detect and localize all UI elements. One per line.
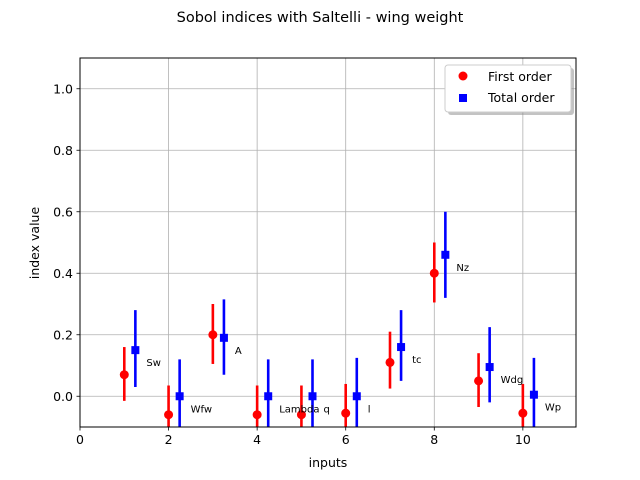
variable-label-A: A: [235, 346, 242, 357]
x-axis-ticks: 0 2 4 6 8 10: [76, 427, 531, 447]
x-tick-label: 6: [342, 432, 350, 447]
first-order-point-Wfw: [164, 410, 174, 420]
first-order-point-Nz: [429, 268, 439, 278]
variable-label-l: l: [368, 404, 371, 415]
variable-label-Wp: Wp: [545, 403, 561, 414]
first-order-point-Sw: [119, 370, 129, 380]
total-order-point-Wfw: [175, 392, 184, 401]
y-axis-ticks: 0.0 0.2 0.4 0.6 0.8 1.0: [53, 81, 80, 404]
total-order-point-tc: [397, 343, 406, 352]
y-tick-label: 0.6: [53, 204, 73, 219]
first-order-point-Lambda: [252, 410, 262, 420]
total-order-point-l: [352, 392, 361, 401]
total-order-point-A: [219, 333, 228, 342]
variable-labels: Sw Wfw A Lambda q l tc Nz Wdg Wp: [146, 263, 561, 415]
y-tick-label: 0.2: [53, 327, 73, 342]
variable-label-q: q: [324, 404, 330, 415]
chart-title: Sobol indices with Saltelli - wing weigh…: [177, 10, 464, 26]
legend-total-order-label: Total order: [487, 90, 555, 105]
x-axis-label: inputs: [309, 455, 348, 470]
variable-label-Lambda: Lambda: [279, 404, 319, 415]
y-tick-label: 0.8: [53, 143, 73, 158]
x-tick-label: 2: [165, 432, 173, 447]
y-tick-label: 0.0: [53, 389, 73, 404]
x-tick-label: 4: [253, 432, 261, 447]
first-order-point-Wp: [518, 408, 528, 418]
total-order-point-Sw: [131, 346, 140, 355]
variable-label-Wfw: Wfw: [191, 404, 212, 415]
first-order-point-q: [296, 410, 306, 420]
total-order-point-Lambda: [264, 392, 273, 401]
first-order-point-tc: [385, 357, 395, 367]
total-order-point-Wp: [529, 390, 538, 399]
y-axis-label: index value: [27, 207, 42, 280]
legend-total-order-marker: [459, 94, 467, 102]
legend-first-order-marker: [458, 71, 468, 81]
legend-first-order-label: First order: [488, 69, 552, 84]
first-order-point-Wdg: [474, 376, 484, 386]
data-markers: [119, 250, 538, 420]
total-order-point-q: [308, 392, 317, 401]
axes-frame: [79, 57, 577, 428]
x-tick-label: 0: [76, 432, 84, 447]
first-order-point-l: [341, 408, 351, 418]
total-order-point-Nz: [441, 250, 450, 259]
x-tick-label: 10: [515, 432, 531, 447]
x-tick-label: 8: [430, 432, 438, 447]
variable-label-tc: tc: [412, 355, 421, 366]
variable-label-Nz: Nz: [456, 263, 469, 274]
legend-box: [444, 64, 572, 113]
first-order-point-A: [208, 330, 218, 340]
variable-label-Sw: Sw: [146, 358, 161, 369]
y-tick-label: 1.0: [53, 81, 73, 96]
legend: First order Total order: [444, 64, 574, 115]
y-tick-label: 0.4: [53, 266, 73, 281]
confidence-bars: [122, 211, 536, 427]
variable-label-Wdg: Wdg: [501, 375, 524, 386]
total-order-point-Wdg: [485, 363, 494, 372]
